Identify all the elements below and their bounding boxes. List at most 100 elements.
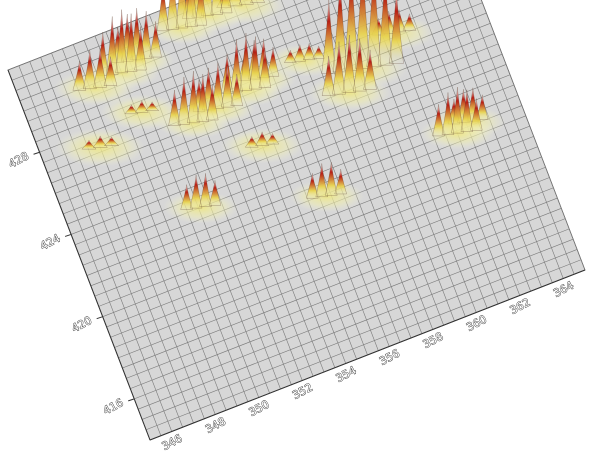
peak-spike <box>134 100 149 113</box>
peak-spike <box>250 0 266 3</box>
y-tick-label: 416 <box>101 396 126 417</box>
y-tick-label: 424 <box>38 232 63 253</box>
grid-line-y <box>114 177 550 348</box>
peak-spike <box>210 0 223 15</box>
grid-line-y <box>126 208 562 379</box>
peak-spike <box>312 45 325 59</box>
data-peak <box>321 0 404 74</box>
peak-spike <box>402 13 417 31</box>
y-tick-label: 428 <box>6 149 31 170</box>
grid-line-y <box>102 146 538 317</box>
peak-spike <box>103 56 118 86</box>
peak-spike <box>306 173 319 199</box>
peak-spike <box>293 44 307 62</box>
peak-spike <box>221 65 234 108</box>
peak-spike <box>321 56 336 96</box>
grid-line-y <box>134 228 570 400</box>
peak-spike <box>156 0 170 32</box>
grid-line-y <box>118 187 554 359</box>
peak-spike <box>124 13 138 72</box>
peak-spike <box>187 71 200 124</box>
peak-spike <box>220 0 233 14</box>
peak-spike <box>352 38 367 92</box>
peak-spike <box>175 0 189 29</box>
data-peak <box>284 43 325 63</box>
data-peaks <box>72 0 489 210</box>
grid-line-y <box>63 43 499 215</box>
peak-spike <box>103 136 120 146</box>
peak-spike <box>194 0 208 26</box>
peak-spike <box>432 104 445 137</box>
peak-spike <box>266 47 280 77</box>
grid-line-y <box>55 23 491 194</box>
peak-spike <box>476 94 489 120</box>
peak-spike <box>149 21 162 58</box>
peak-spike <box>168 90 181 126</box>
peak-spike <box>342 35 357 93</box>
y-tick-mark <box>33 151 40 155</box>
peak-spike <box>334 169 347 195</box>
peak-spike <box>460 89 474 132</box>
grid-line-y <box>11 0 219 81</box>
data-peak <box>180 173 222 210</box>
grid-line-y <box>7 0 188 71</box>
grid-line-y <box>106 156 542 328</box>
peak-spike <box>315 163 328 197</box>
y-axis-line <box>7 69 151 441</box>
peak-spike <box>83 49 97 89</box>
peak-spike <box>332 0 348 73</box>
peak-spike <box>93 48 107 88</box>
data-peak <box>321 35 377 96</box>
peak-spike <box>238 0 254 5</box>
peak-spike <box>255 131 269 146</box>
peak-spike <box>177 76 191 125</box>
data-peak <box>168 71 219 126</box>
peak-spike <box>72 61 87 91</box>
grid-line-y <box>145 259 582 431</box>
peak-spike <box>451 87 464 134</box>
grid-line-y <box>142 249 578 420</box>
peak-spike <box>441 92 455 135</box>
grid-line-y <box>94 125 530 297</box>
peak-spike <box>470 98 483 131</box>
peak-spike <box>92 135 108 148</box>
y-tick-mark <box>128 398 135 402</box>
peak-spike <box>258 47 272 88</box>
data-peak <box>156 0 208 32</box>
peak-spike <box>106 16 119 75</box>
data-peak <box>124 100 160 115</box>
peak-spike <box>302 43 316 60</box>
peak-spike <box>366 0 382 68</box>
peak-spike <box>325 162 338 196</box>
peak-spike <box>185 0 198 27</box>
grid-line-y <box>98 136 534 307</box>
peak-spike <box>363 49 377 90</box>
data-peak <box>306 162 347 199</box>
peak-spike <box>206 84 219 121</box>
peak-spike <box>211 62 225 109</box>
peak-spike <box>230 73 243 106</box>
peak-spike <box>145 101 160 111</box>
peak-spike <box>166 0 179 30</box>
y-tick-mark <box>64 233 72 237</box>
peak-spike <box>180 184 193 210</box>
grid-line-y <box>59 33 495 204</box>
grid-line-y <box>138 238 574 410</box>
peak-spike <box>265 132 280 145</box>
data-peak <box>244 131 280 148</box>
peak-spike <box>227 0 243 7</box>
peak-spike <box>115 9 128 74</box>
peak-spike <box>239 32 253 91</box>
peak-spike <box>199 173 212 207</box>
peak-spike <box>332 41 346 95</box>
peak-spike <box>189 174 203 209</box>
peak-spike <box>134 26 147 71</box>
grid-line-y <box>74 74 511 246</box>
data-peak <box>81 135 120 150</box>
y-tick-mark <box>96 316 103 320</box>
grid-line-y <box>130 218 566 389</box>
x-axis-line <box>149 269 586 441</box>
